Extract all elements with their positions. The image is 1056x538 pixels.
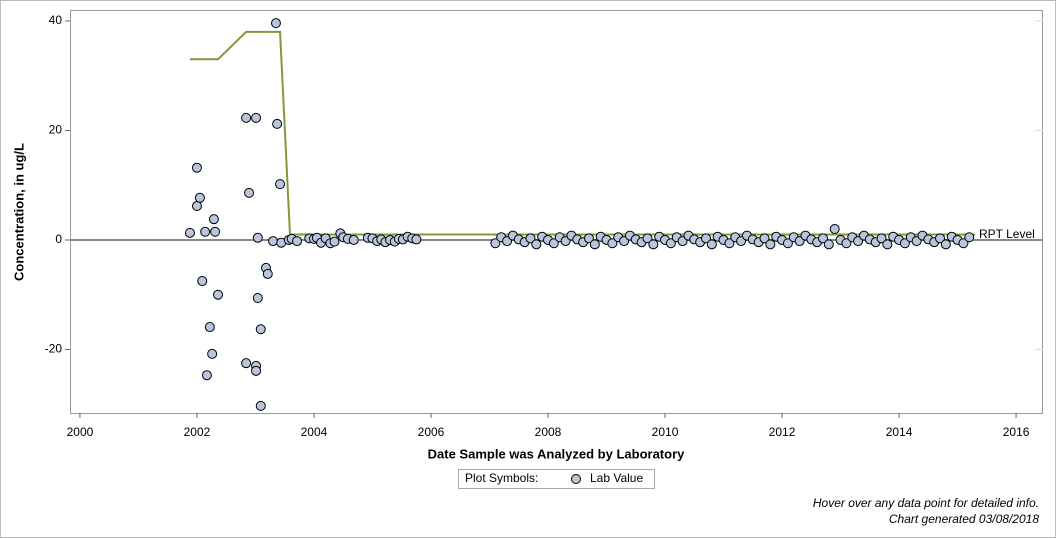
data-point bbox=[759, 233, 770, 244]
data-point bbox=[251, 112, 262, 123]
legend-symbol bbox=[571, 474, 581, 484]
data-point bbox=[876, 233, 887, 244]
data-point bbox=[197, 276, 208, 287]
data-point bbox=[207, 348, 218, 359]
x-tick-label: 2008 bbox=[535, 425, 562, 439]
data-point bbox=[191, 162, 202, 173]
data-point bbox=[201, 370, 212, 381]
x-tick-label: 2012 bbox=[769, 425, 796, 439]
data-point bbox=[531, 239, 542, 250]
x-tick-label: 2006 bbox=[418, 425, 445, 439]
data-point bbox=[583, 233, 594, 244]
x-axis-label: Date Sample was Analyzed by Laboratory bbox=[428, 446, 685, 461]
data-point bbox=[241, 112, 252, 123]
y-tick-label: 0 bbox=[55, 232, 62, 246]
data-point bbox=[329, 236, 340, 247]
data-point bbox=[642, 233, 653, 244]
data-point bbox=[244, 187, 255, 198]
data-point bbox=[191, 201, 202, 212]
data-point bbox=[818, 233, 829, 244]
x-tick-label: 2000 bbox=[67, 425, 94, 439]
data-point bbox=[607, 238, 618, 249]
data-point bbox=[252, 293, 263, 304]
data-point bbox=[935, 233, 946, 244]
legend-label: Lab Value bbox=[590, 471, 643, 485]
data-point bbox=[958, 238, 969, 249]
data-point bbox=[964, 232, 975, 243]
data-point bbox=[184, 227, 195, 238]
data-point bbox=[255, 400, 266, 411]
y-tick-label: -20 bbox=[45, 342, 63, 356]
data-point bbox=[940, 239, 951, 250]
data-point bbox=[589, 239, 600, 250]
x-tick-label: 2014 bbox=[886, 425, 913, 439]
data-point bbox=[829, 224, 840, 235]
x-tick-label: 2010 bbox=[652, 425, 679, 439]
data-point bbox=[208, 214, 219, 225]
data-point bbox=[348, 234, 359, 245]
data-point bbox=[292, 236, 303, 247]
data-point bbox=[823, 239, 834, 250]
line-label: RPT Level bbox=[979, 227, 1035, 241]
data-point bbox=[648, 239, 659, 250]
data-point bbox=[270, 18, 281, 29]
data-point bbox=[882, 239, 893, 250]
y-axis-label: Concentration, in ug/L bbox=[11, 143, 26, 281]
data-point bbox=[724, 238, 735, 249]
data-point bbox=[782, 238, 793, 249]
data-point bbox=[204, 322, 215, 333]
legend-box bbox=[458, 469, 655, 489]
data-point bbox=[275, 179, 286, 190]
data-point bbox=[200, 226, 211, 237]
data-point bbox=[272, 118, 283, 129]
data-point bbox=[525, 233, 536, 244]
x-tick-label: 2002 bbox=[184, 425, 211, 439]
footnote: Chart generated 03/08/2018 bbox=[889, 512, 1039, 526]
data-point bbox=[490, 238, 501, 249]
data-point bbox=[252, 232, 263, 243]
footnote: Hover over any data point for detailed i… bbox=[813, 496, 1039, 510]
data-point bbox=[268, 236, 279, 247]
y-tick-label: 40 bbox=[49, 13, 63, 27]
data-point bbox=[548, 238, 559, 249]
rpt-line bbox=[189, 30, 976, 236]
data-point bbox=[213, 289, 224, 300]
data-point bbox=[255, 324, 266, 335]
plot-area bbox=[70, 10, 1043, 414]
y-tick-label: 20 bbox=[49, 123, 63, 137]
x-tick-label: 2004 bbox=[301, 425, 328, 439]
data-point bbox=[194, 192, 205, 203]
x-tick-label: 2016 bbox=[1003, 425, 1030, 439]
data-point bbox=[665, 238, 676, 249]
data-point bbox=[899, 238, 910, 249]
data-point bbox=[411, 234, 422, 245]
data-point bbox=[765, 239, 776, 250]
data-point bbox=[251, 365, 262, 376]
data-point bbox=[706, 239, 717, 250]
data-point bbox=[262, 268, 273, 279]
data-point bbox=[841, 238, 852, 249]
data-point bbox=[241, 358, 252, 369]
data-point bbox=[210, 226, 221, 237]
legend-title: Plot Symbols: bbox=[465, 471, 538, 485]
data-point bbox=[700, 233, 711, 244]
